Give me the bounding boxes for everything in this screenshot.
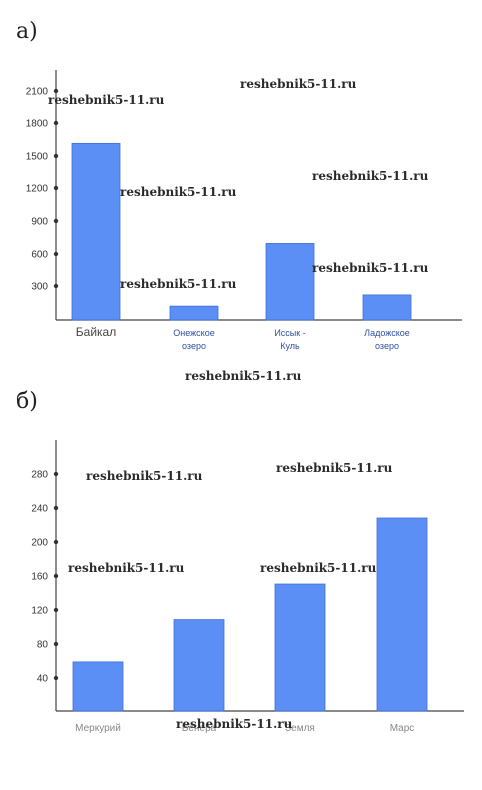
bar (274, 583, 326, 712)
watermark-layer: reshebnik5-11.ru reshebnik5-11.ru reshebni… (48, 77, 429, 731)
x-category-label: Байкал (76, 325, 116, 339)
watermark-text: reshebnik5-11.ru (176, 717, 293, 731)
y-tick-mark (53, 607, 59, 613)
bar (72, 661, 124, 712)
x-category-label: Венера (182, 723, 217, 734)
y-tick-label: 300 (31, 282, 48, 293)
watermark-text: reshebnik5-11.ru (312, 169, 429, 183)
y-tick-mark (53, 251, 59, 257)
watermark-text: reshebnik5-11.ru (120, 185, 237, 199)
bar (173, 619, 225, 712)
panel-b-label: б) (16, 389, 38, 414)
y-tick-mark (53, 641, 59, 647)
y-tick-label: 160 (31, 572, 48, 583)
y-tick-mark (53, 539, 59, 545)
y-tick-label: 1200 (26, 184, 49, 195)
y-tick-label: 40 (37, 674, 49, 685)
x-category-label: озеро (375, 341, 399, 351)
y-tick-label: 120 (31, 606, 48, 617)
x-category-label: Иссык - (274, 328, 305, 338)
y-tick-mark (53, 505, 59, 511)
x-category-label: Меркурий (75, 723, 121, 734)
y-tick-mark (53, 153, 59, 159)
y-tick-mark (53, 120, 59, 126)
x-category-label: Онежское (173, 328, 214, 338)
watermark-text: reshebnik5-11.ru (120, 277, 237, 291)
watermark-text: reshebnik5-11.ru (276, 461, 393, 475)
bar (71, 142, 121, 321)
bar (169, 305, 219, 321)
bar (362, 294, 412, 321)
watermark-text: reshebnik5-11.ru (240, 77, 357, 91)
y-tick-mark (53, 88, 59, 94)
y-tick-mark (53, 185, 59, 191)
y-tick-mark (53, 471, 59, 477)
x-category-label: Марс (390, 723, 415, 734)
y-tick-label: 1800 (26, 119, 49, 130)
bar (376, 517, 428, 712)
x-category-label: Куль (280, 341, 300, 351)
watermark-text: reshebnik5-11.ru (86, 469, 203, 483)
y-tick-label: 900 (31, 217, 48, 228)
y-tick-mark (53, 573, 59, 579)
y-tick-label: 80 (37, 640, 49, 651)
chart-planet-distances: 280 240 200 160 120 80 40 Меркурий Венера Земля Ма… (31, 440, 464, 734)
y-tick-mark (53, 218, 59, 224)
x-category-label: Земля (285, 723, 315, 734)
watermark-text: reshebnik5-11.ru (185, 369, 302, 383)
y-tick-mark (53, 675, 59, 681)
y-tick-mark (53, 283, 59, 289)
y-tick-label: 240 (31, 504, 48, 515)
bar (265, 243, 315, 321)
x-category-label: Ладожское (364, 328, 410, 338)
watermark-text: reshebnik5-11.ru (48, 93, 165, 107)
watermark-text: reshebnik5-11.ru (68, 561, 185, 575)
chart-lake-depths: 2100 1800 1500 1200 900 600 300 Байкал Онежское о… (26, 70, 462, 351)
x-category-label: озеро (182, 341, 206, 351)
y-tick-label: 280 (31, 470, 48, 481)
y-tick-label: 2100 (26, 87, 49, 98)
y-tick-label: 1500 (26, 152, 49, 163)
y-tick-label: 600 (31, 250, 48, 261)
watermark-text: reshebnik5-11.ru (312, 261, 429, 275)
y-tick-label: 200 (31, 538, 48, 549)
watermark-text: reshebnik5-11.ru (260, 561, 377, 575)
panel-a-label: а) (16, 19, 38, 44)
